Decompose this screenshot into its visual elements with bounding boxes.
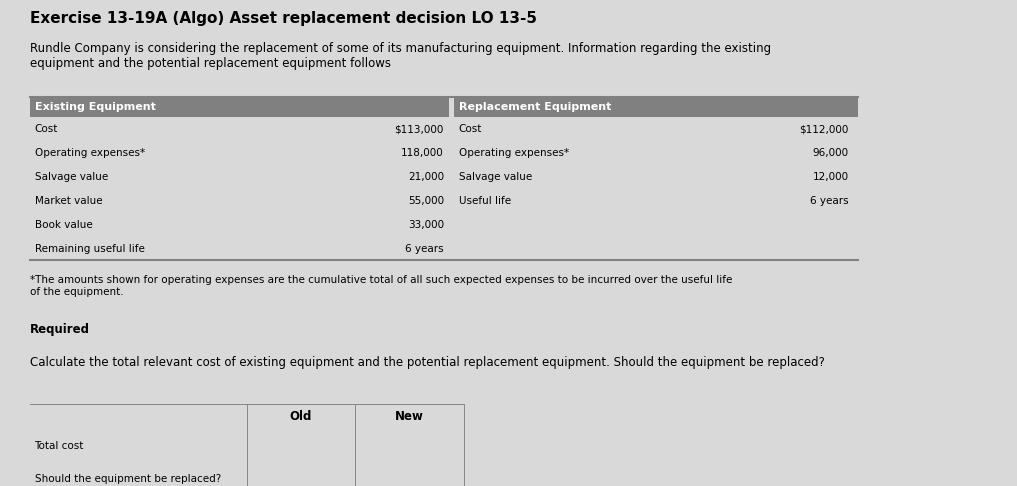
Text: Exercise 13-19A (Algo) Asset replacement decision LO 13-5: Exercise 13-19A (Algo) Asset replacement… bbox=[29, 11, 537, 26]
FancyBboxPatch shape bbox=[29, 118, 858, 260]
Text: Old: Old bbox=[290, 410, 312, 423]
Text: New: New bbox=[395, 410, 424, 423]
FancyBboxPatch shape bbox=[29, 403, 464, 429]
Text: Useful life: Useful life bbox=[459, 196, 511, 206]
Text: Market value: Market value bbox=[35, 196, 102, 206]
Text: Should the equipment be replaced?: Should the equipment be replaced? bbox=[35, 474, 221, 484]
Text: Calculate the total relevant cost of existing equipment and the potential replac: Calculate the total relevant cost of exi… bbox=[29, 356, 825, 369]
Text: Book value: Book value bbox=[35, 220, 93, 230]
FancyBboxPatch shape bbox=[29, 462, 464, 486]
Text: 96,000: 96,000 bbox=[813, 148, 848, 158]
Text: 12,000: 12,000 bbox=[813, 172, 848, 182]
Text: Cost: Cost bbox=[459, 124, 482, 134]
Text: Salvage value: Salvage value bbox=[459, 172, 532, 182]
Text: Cost: Cost bbox=[35, 124, 58, 134]
Text: Salvage value: Salvage value bbox=[35, 172, 108, 182]
FancyBboxPatch shape bbox=[29, 97, 448, 118]
FancyBboxPatch shape bbox=[454, 97, 858, 118]
Text: Operating expenses*: Operating expenses* bbox=[459, 148, 569, 158]
Text: *The amounts shown for operating expenses are the cumulative total of all such e: *The amounts shown for operating expense… bbox=[29, 275, 732, 297]
Text: Existing Equipment: Existing Equipment bbox=[35, 103, 156, 112]
Text: 118,000: 118,000 bbox=[402, 148, 444, 158]
Text: Total cost: Total cost bbox=[35, 441, 84, 451]
Text: $113,000: $113,000 bbox=[395, 124, 444, 134]
Text: $112,000: $112,000 bbox=[799, 124, 848, 134]
Text: Remaining useful life: Remaining useful life bbox=[35, 243, 144, 254]
Text: 21,000: 21,000 bbox=[408, 172, 444, 182]
Text: Replacement Equipment: Replacement Equipment bbox=[459, 103, 611, 112]
Text: 6 years: 6 years bbox=[810, 196, 848, 206]
Text: 33,000: 33,000 bbox=[408, 220, 444, 230]
Text: Operating expenses*: Operating expenses* bbox=[35, 148, 144, 158]
Text: Required: Required bbox=[29, 323, 89, 336]
Text: 6 years: 6 years bbox=[406, 243, 444, 254]
Text: Rundle Company is considering the replacement of some of its manufacturing equip: Rundle Company is considering the replac… bbox=[29, 42, 771, 70]
Text: 55,000: 55,000 bbox=[408, 196, 444, 206]
FancyBboxPatch shape bbox=[29, 429, 464, 462]
